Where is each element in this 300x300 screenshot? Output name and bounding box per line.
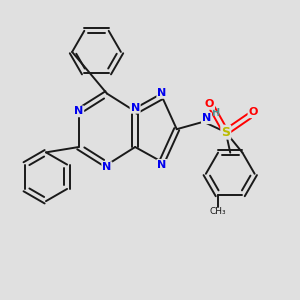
Text: O: O <box>205 99 214 109</box>
Text: N: N <box>202 113 211 123</box>
Text: O: O <box>248 107 258 117</box>
Text: CH₃: CH₃ <box>210 207 226 216</box>
Text: N: N <box>157 160 167 170</box>
Text: N: N <box>102 162 112 172</box>
Text: H: H <box>211 108 219 118</box>
Text: N: N <box>157 88 167 98</box>
Text: N: N <box>130 103 140 113</box>
Text: N: N <box>74 106 83 116</box>
Text: S: S <box>221 126 230 139</box>
